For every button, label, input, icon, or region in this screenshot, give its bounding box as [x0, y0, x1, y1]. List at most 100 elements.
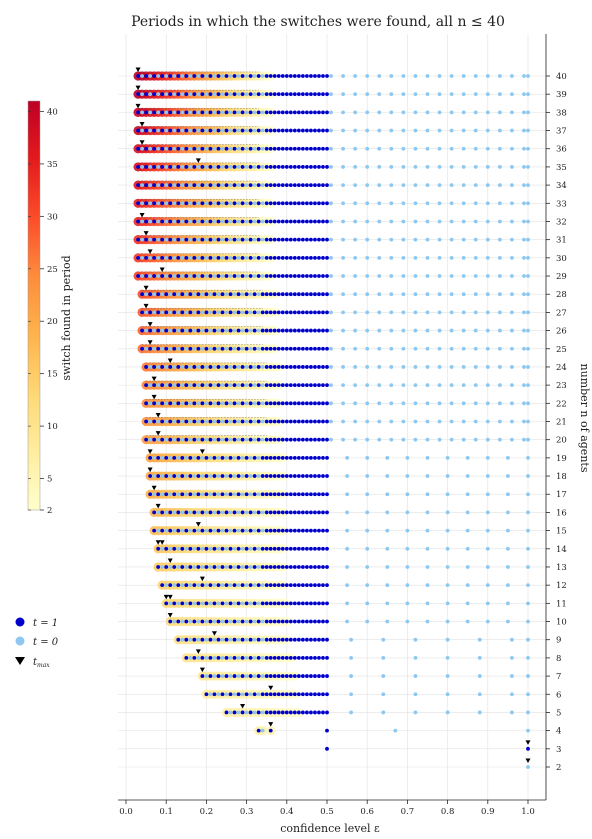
point-t1 — [268, 474, 273, 478]
point-t1 — [264, 692, 269, 697]
point-t0 — [188, 365, 193, 369]
point-t0 — [156, 74, 161, 78]
point-t1 — [280, 328, 285, 333]
tmax-marker — [151, 485, 157, 491]
point-t0 — [365, 183, 370, 188]
point-t1 — [321, 219, 325, 224]
point-t1 — [256, 637, 261, 642]
point-t0 — [365, 219, 370, 224]
point-t1 — [325, 128, 329, 133]
point-t0 — [248, 474, 253, 478]
point-t0 — [473, 201, 478, 206]
point-t0 — [510, 165, 514, 169]
point-t1 — [216, 219, 221, 224]
point-t0 — [341, 383, 345, 388]
point-t1 — [160, 437, 165, 442]
point-t0 — [329, 437, 333, 442]
point-t0 — [437, 419, 442, 424]
point-t0 — [526, 310, 530, 315]
point-t1 — [220, 601, 225, 606]
point-t1 — [321, 437, 325, 442]
point-t0 — [522, 110, 526, 115]
tmax-marker — [147, 249, 153, 254]
point-t0 — [385, 492, 390, 497]
point-t0 — [180, 383, 185, 388]
point-t1 — [309, 201, 313, 206]
point-t1 — [280, 346, 285, 351]
point-t0 — [522, 237, 526, 242]
point-t0 — [236, 92, 241, 97]
point-t1 — [321, 110, 325, 115]
point-t0 — [204, 619, 209, 624]
tmax-marker — [135, 67, 141, 72]
point-t0 — [232, 328, 237, 333]
point-t0 — [248, 692, 253, 697]
point-t0 — [485, 328, 490, 333]
point-t1 — [212, 546, 217, 551]
point-t0 — [526, 728, 530, 733]
point-t1 — [309, 310, 313, 315]
point-t1 — [260, 492, 265, 497]
point-t1 — [256, 237, 261, 242]
point-t0 — [260, 728, 265, 733]
point-t1 — [268, 655, 273, 660]
point-t0 — [329, 110, 333, 115]
point-t0 — [204, 274, 209, 278]
point-t0 — [341, 92, 345, 97]
point-t1 — [240, 528, 245, 533]
point-t0 — [341, 128, 345, 133]
point-t1 — [292, 492, 297, 497]
point-t1 — [216, 528, 221, 533]
point-t0 — [236, 255, 241, 260]
point-t1 — [309, 510, 313, 515]
point-t1 — [176, 146, 181, 151]
point-t1 — [252, 455, 257, 460]
point-t1 — [284, 365, 289, 369]
point-t0 — [526, 383, 530, 388]
point-t1 — [184, 383, 189, 388]
point-t0 — [228, 674, 233, 678]
point-t0 — [204, 237, 209, 242]
point-t1 — [256, 528, 261, 533]
point-t1 — [180, 328, 185, 333]
point-t0 — [192, 346, 197, 351]
point-t0 — [485, 619, 490, 624]
point-t1 — [256, 419, 261, 424]
point-t0 — [526, 110, 530, 115]
point-t0 — [164, 419, 169, 424]
point-t0 — [329, 201, 333, 206]
point-t1 — [276, 528, 281, 533]
point-t1 — [188, 565, 193, 569]
point-t1 — [224, 583, 229, 588]
point-t0 — [473, 383, 478, 388]
point-t1 — [136, 110, 140, 115]
tmax-marker — [167, 358, 173, 363]
point-t0 — [522, 310, 526, 315]
point-t1 — [305, 674, 309, 678]
point-t1 — [156, 565, 161, 569]
point-t0 — [401, 346, 406, 351]
point-t1 — [200, 637, 205, 642]
point-t0 — [365, 146, 370, 151]
point-t1 — [224, 637, 229, 642]
point-t0 — [228, 201, 233, 206]
point-t1 — [232, 165, 237, 169]
point-t1 — [168, 92, 173, 97]
point-t0 — [244, 255, 249, 260]
point-t1 — [148, 455, 153, 460]
point-t1 — [288, 365, 293, 369]
point-t0 — [188, 619, 193, 624]
point-t0 — [413, 310, 418, 315]
point-t1 — [305, 401, 309, 406]
point-t1 — [288, 146, 293, 151]
point-t0 — [208, 546, 213, 551]
point-t0 — [156, 92, 161, 97]
y-tick-label: 6 — [556, 690, 561, 700]
tmax-marker — [139, 140, 145, 145]
point-t1 — [236, 546, 241, 551]
point-t0 — [365, 455, 370, 460]
point-t1 — [268, 692, 273, 697]
point-t1 — [317, 492, 321, 497]
point-t1 — [296, 710, 301, 715]
point-t1 — [152, 110, 157, 115]
